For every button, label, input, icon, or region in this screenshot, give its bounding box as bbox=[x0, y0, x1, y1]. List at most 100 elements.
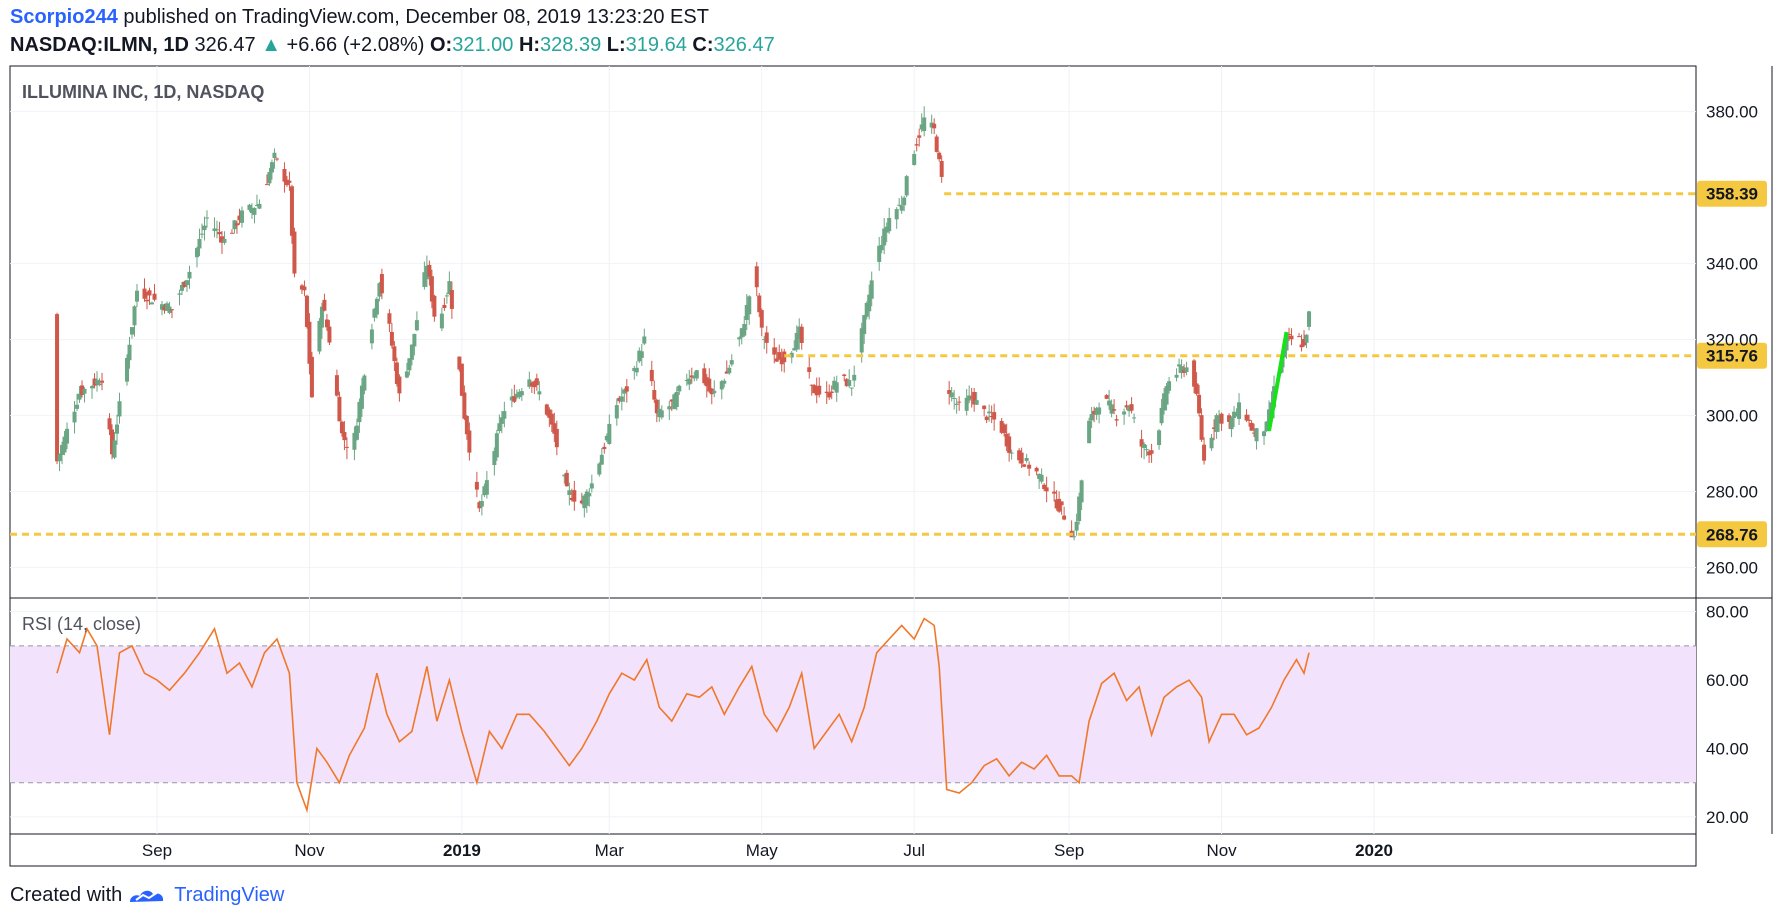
symbol-label: NASDAQ:ILMN, 1D bbox=[10, 34, 189, 56]
x-tick-label: Nov bbox=[1206, 841, 1237, 860]
candle-body bbox=[1244, 414, 1249, 421]
candle-body bbox=[474, 481, 479, 490]
candle-body bbox=[764, 332, 769, 343]
candle-body bbox=[1234, 412, 1239, 417]
candle-body bbox=[1264, 421, 1269, 432]
candle-body bbox=[914, 144, 919, 146]
candle-body bbox=[814, 386, 819, 396]
candle-body bbox=[179, 285, 184, 291]
level-price-label: 358.39 bbox=[1706, 185, 1758, 204]
candle-body bbox=[194, 248, 199, 258]
candle-body bbox=[649, 369, 654, 382]
candle-body bbox=[142, 288, 147, 299]
candle-body bbox=[167, 306, 172, 313]
candle-body bbox=[442, 304, 447, 309]
candle-body bbox=[772, 347, 777, 355]
candle-body bbox=[1122, 411, 1127, 415]
low-value: 319.64 bbox=[625, 34, 687, 56]
candle-body bbox=[719, 381, 724, 390]
candle-body bbox=[147, 290, 152, 296]
candle-body bbox=[1039, 474, 1044, 482]
x-tick-label: Mar bbox=[595, 841, 625, 860]
candle-body bbox=[464, 415, 469, 435]
candle-body bbox=[1097, 407, 1102, 415]
candle-body bbox=[619, 396, 624, 402]
candle-body bbox=[1254, 428, 1259, 442]
candle-body bbox=[1034, 467, 1039, 472]
x-tick-label: May bbox=[746, 841, 779, 860]
level-price-label: 315.76 bbox=[1706, 347, 1758, 366]
trend-line-segment[interactable] bbox=[1267, 331, 1289, 432]
candle-body bbox=[964, 397, 969, 411]
level-price-tag bbox=[1697, 342, 1767, 369]
candle-body bbox=[1129, 404, 1134, 411]
candle-body bbox=[145, 299, 150, 302]
axes: Sep Nov 2019 Mar May Jul Sep Nov 2020 260.00 280.0… bbox=[142, 103, 1758, 860]
candle-body bbox=[429, 276, 434, 302]
candle-body bbox=[862, 315, 867, 335]
candle-body bbox=[449, 290, 454, 309]
candle-body bbox=[72, 411, 77, 423]
candle-body bbox=[92, 378, 97, 386]
candle-body bbox=[342, 432, 347, 441]
candle-body bbox=[1197, 394, 1202, 414]
candle-body bbox=[794, 332, 799, 350]
candle-body bbox=[199, 233, 204, 235]
candle-body bbox=[1007, 436, 1012, 453]
high-label: H: bbox=[518, 34, 541, 56]
author-link[interactable]: Scorpio244 bbox=[10, 6, 118, 28]
candle-body bbox=[554, 428, 559, 448]
x-tick-label: Jul bbox=[903, 841, 925, 860]
candle-body bbox=[292, 231, 297, 274]
candle-body bbox=[687, 378, 692, 385]
candle-body bbox=[1164, 386, 1169, 405]
candle-body bbox=[357, 401, 362, 423]
candle-body bbox=[1107, 400, 1112, 406]
candle-body bbox=[159, 304, 164, 310]
candle-body bbox=[1017, 450, 1022, 461]
candle-body bbox=[229, 232, 234, 234]
close-label: C: bbox=[692, 34, 714, 56]
candle-body bbox=[184, 280, 189, 286]
tradingview-link[interactable]: TradingView bbox=[174, 884, 285, 906]
candle-body bbox=[187, 271, 192, 279]
candle-body bbox=[1167, 381, 1172, 391]
candle-body bbox=[1147, 451, 1152, 456]
candle-body bbox=[607, 423, 612, 444]
candle-body bbox=[667, 406, 672, 410]
candle-body bbox=[952, 398, 957, 400]
candle-body bbox=[309, 356, 314, 398]
candle-body bbox=[827, 392, 832, 398]
x-tick-label: 2019 bbox=[443, 841, 481, 860]
candle-body bbox=[604, 435, 609, 441]
candle-body bbox=[372, 308, 377, 318]
candle-body bbox=[97, 383, 102, 386]
horizontal-levels[interactable]: 358.39 315.76 268.76 bbox=[10, 180, 1767, 548]
trend-line[interactable] bbox=[1267, 331, 1289, 432]
candle-body bbox=[369, 329, 374, 344]
candle-body bbox=[254, 204, 259, 206]
candle-body bbox=[344, 446, 349, 448]
symbol-info: NASDAQ:ILMN, 1D 326.47 ▲ +6.66 (+2.08%) … bbox=[10, 34, 775, 57]
candle-body bbox=[412, 333, 417, 347]
candle-body bbox=[274, 158, 279, 160]
candle-body bbox=[569, 497, 574, 500]
candle-body bbox=[637, 350, 642, 362]
candle-body bbox=[882, 228, 887, 246]
candle-body bbox=[77, 393, 82, 400]
candle-body bbox=[202, 225, 207, 231]
candle-body bbox=[777, 352, 782, 360]
candle-body bbox=[529, 382, 534, 387]
open-value: 321.00 bbox=[452, 34, 514, 56]
candle-body bbox=[234, 223, 239, 226]
candle-body bbox=[125, 357, 130, 382]
candle-body bbox=[584, 491, 589, 506]
candle-body bbox=[572, 490, 577, 502]
candle-body bbox=[884, 226, 889, 233]
candle-body bbox=[1062, 515, 1067, 520]
candle-body bbox=[869, 280, 874, 299]
candle-body bbox=[1144, 449, 1149, 451]
candle-body bbox=[947, 390, 952, 394]
candle-body bbox=[992, 412, 997, 420]
